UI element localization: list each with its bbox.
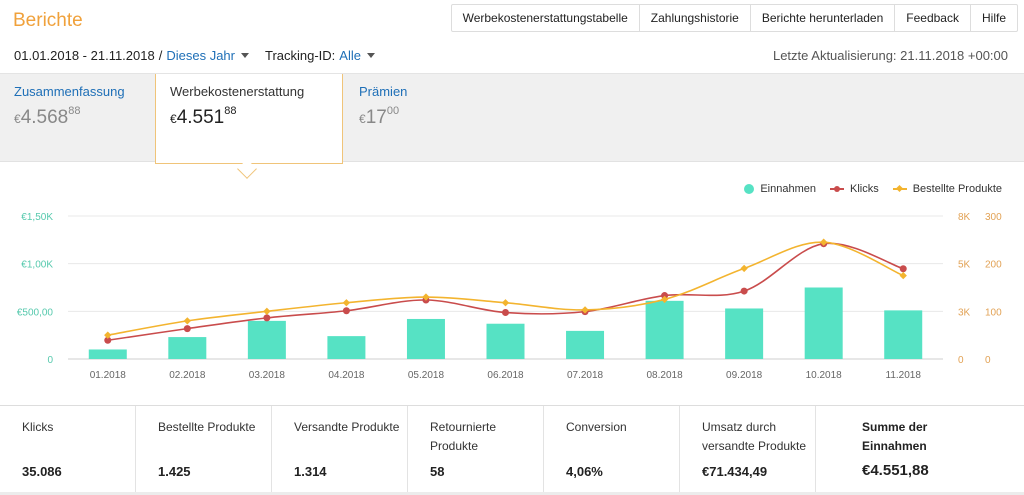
bar-einnahmen (327, 336, 366, 359)
y-right-clicks-tick-label: 8K (958, 212, 971, 223)
point-bestellte-produkte (660, 295, 669, 304)
legend-line-icon (892, 184, 907, 194)
point-klicks (661, 292, 669, 300)
stats-row: Klicks 35.086 Bestellte Produkte 1.425 Ver… (0, 405, 1024, 495)
point-klicks (342, 307, 350, 315)
stat-klicks: Klicks 35.086 (0, 406, 136, 495)
tab-value: €4.56888 (14, 105, 81, 128)
bottom-divider (0, 492, 1024, 495)
tab-label: Prämien (359, 84, 408, 99)
x-tick-label: 04.2018 (328, 370, 365, 381)
bar-einnahmen (168, 337, 207, 359)
x-tick-label: 10.2018 (806, 370, 843, 381)
x-tick-label: 05.2018 (408, 370, 445, 381)
nav-berichte-herunterladen[interactable]: Berichte herunterladen (751, 5, 896, 31)
point-klicks (740, 287, 748, 295)
y-right-ordered-tick-label: 200 (985, 260, 1002, 271)
tab-value: €4.55188 (170, 105, 237, 128)
y-left-tick-label: €500,00 (17, 307, 54, 318)
nav-feedback[interactable]: Feedback (895, 5, 971, 31)
bar-einnahmen (884, 310, 923, 359)
x-tick-label: 02.2018 (169, 370, 206, 381)
point-bestellte-produkte (183, 317, 191, 325)
tab-werbekostenerstattung[interactable]: Werbekostenerstattung €4.55188 (155, 74, 343, 164)
date-range: 01.01.2018 - 21.11.2018 (14, 48, 155, 63)
nav-werbekostenerstattungstabelle[interactable]: Werbekostenerstattungstabelle (452, 5, 640, 31)
revenue-chart: 0 0 0 €500,00 3K 100 €1,00K 5K 200 €1,50K 8K 300 01.… (0, 174, 1024, 399)
legend-item-einnahmen[interactable]: Einnahmen (744, 183, 816, 195)
x-tick-label: 09.2018 (726, 370, 763, 381)
point-bestellte-produkte (422, 293, 430, 301)
chart-canvas: 0 0 0 €500,00 3K 100 €1,00K 5K 200 €1,50K 8K 300 01.… (17, 212, 1002, 381)
point-bestellte-produkte (899, 271, 907, 280)
y-left-tick-label: €1,00K (21, 260, 53, 271)
tab-zusammenfassung[interactable]: Zusammenfassung €4.56888 (0, 74, 155, 163)
point-klicks (899, 265, 907, 273)
point-klicks (263, 314, 271, 322)
chevron-down-icon[interactable] (366, 53, 375, 58)
tab-label: Zusammenfassung (14, 84, 125, 99)
bar-einnahmen (725, 308, 764, 359)
point-bestellte-produkte (501, 299, 510, 307)
legend-item-klicks[interactable]: Klicks (829, 183, 879, 195)
period-dropdown[interactable]: Dieses Jahr (166, 48, 235, 63)
nav-zahlungshistorie[interactable]: Zahlungshistorie (640, 5, 751, 31)
page-title: Berichte (13, 10, 83, 31)
bar-einnahmen (645, 300, 684, 359)
y-left-tick-label: 0 (47, 355, 53, 366)
y-right-ordered-tick-label: 100 (985, 307, 1002, 318)
x-tick-label: 08.2018 (647, 370, 684, 381)
x-tick-label: 06.2018 (487, 370, 524, 381)
stat-retournierte-produkte: Retournierte Produkte 58 (408, 406, 544, 495)
top-navigation: Werbekostenerstattungstabelle Zahlungshi… (450, 4, 1018, 32)
y-left-tick-label: €1,50K (21, 212, 53, 223)
legend-line-icon (829, 184, 844, 194)
stat-versandte-produkte: Versandte Produkte 1.314 (272, 406, 408, 495)
tracking-dropdown[interactable]: Alle (339, 48, 361, 63)
bar-einnahmen (486, 323, 525, 359)
tracking-label: Tracking-ID: (264, 48, 336, 63)
y-right-ordered-tick-label: 0 (985, 355, 991, 366)
legend-dot-icon (744, 184, 755, 194)
x-tick-label: 07.2018 (567, 370, 604, 381)
point-bestellte-produkte (263, 307, 271, 316)
point-bestellte-produkte (740, 264, 748, 273)
x-tick-label: 03.2018 (249, 370, 286, 381)
stat-bestellte-produkte: Bestellte Produkte 1.425 (136, 406, 272, 495)
x-tick-label: 01.2018 (90, 370, 127, 381)
tab-label: Werbekostenerstattung (170, 84, 305, 99)
stat-conversion: Conversion 4,06% (544, 406, 680, 495)
bar-einnahmen (804, 287, 843, 359)
point-bestellte-produkte (342, 299, 351, 307)
bar-einnahmen (247, 320, 286, 359)
date-separator: / (158, 48, 163, 63)
summary-tabs: Zusammenfassung €4.56888 Werbekostenerst… (0, 73, 1024, 164)
x-tick-label: 11.2018 (886, 370, 922, 381)
y-right-clicks-tick-label: 5K (958, 260, 971, 271)
point-klicks (502, 309, 509, 317)
bar-einnahmen (88, 349, 127, 359)
bar-einnahmen (406, 318, 445, 359)
line-klicks (107, 242, 904, 342)
filter-bar: 01.01.2018 - 21.11.2018 / Dieses Jahr Tr… (14, 48, 381, 63)
point-klicks (104, 336, 112, 344)
point-klicks (183, 325, 191, 333)
stat-summe-einnahmen: Summe der Einnahmen €4.551,88 (862, 420, 929, 479)
nav-hilfe[interactable]: Hilfe (981, 11, 1006, 25)
line-bestellte-produkte (107, 241, 904, 336)
legend-item-bestellte-produkte[interactable]: Bestellte Produkte (892, 183, 1002, 195)
stat-umsatz: Umsatz durch versandte Produkte €71.434,4… (680, 406, 816, 495)
y-right-clicks-tick-label: 0 (958, 355, 964, 366)
chevron-down-icon[interactable] (240, 53, 249, 58)
point-bestellte-produkte (104, 331, 112, 339)
bar-einnahmen (566, 330, 605, 359)
chart-legend: Einnahmen Klicks Bestellte Produkte (730, 183, 1002, 195)
last-update: Letzte Aktualisierung: 21.11.2018 +00:00 (772, 48, 1008, 63)
tab-praemien[interactable]: Prämien €1700 (345, 74, 495, 163)
tab-value: €1700 (359, 105, 400, 128)
y-right-clicks-tick-label: 3K (958, 307, 971, 318)
y-right-ordered-tick-label: 300 (985, 212, 1002, 223)
